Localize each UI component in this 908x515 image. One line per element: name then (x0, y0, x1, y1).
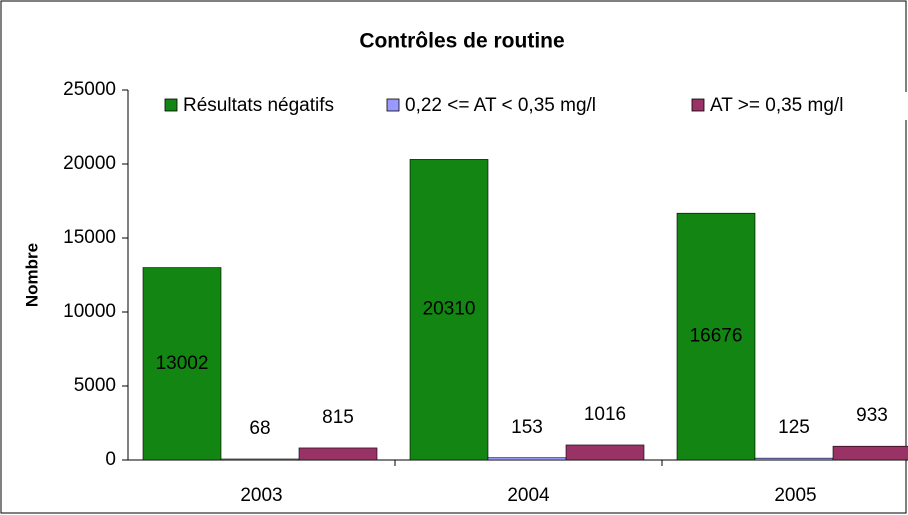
legend-swatch (386, 98, 400, 112)
y-tick-label: 15000 (63, 227, 116, 248)
data-label: 815 (322, 407, 354, 428)
bar (832, 445, 908, 461)
bar (565, 444, 645, 461)
x-tick-label: 2005 (774, 485, 816, 506)
bar (142, 267, 222, 461)
legend-swatch (164, 98, 178, 112)
y-tick-label: 0 (105, 449, 116, 470)
bar (409, 159, 489, 461)
chart-title: Contrôles de routine (359, 30, 564, 53)
y-axis-label: Nombre (22, 243, 41, 307)
y-tick-label: 10000 (63, 301, 116, 322)
legend-label: Résultats négatifs (183, 95, 334, 116)
y-tick-label: 25000 (63, 79, 116, 100)
bar (754, 457, 834, 461)
data-label: 20310 (423, 299, 476, 320)
y-tick-label: 20000 (63, 153, 116, 174)
data-label: 68 (249, 418, 270, 439)
bar (676, 212, 756, 461)
data-label: 125 (778, 417, 810, 438)
x-tick-label: 2003 (240, 485, 282, 506)
legend-label: 0,22 <= AT < 0,35 mg/l (405, 95, 596, 116)
bar (487, 457, 567, 461)
bar (298, 447, 378, 461)
data-label: 13002 (156, 353, 209, 374)
data-label: 16676 (690, 326, 743, 347)
legend-swatch (691, 98, 705, 112)
data-label: 1016 (584, 404, 626, 425)
legend-label: AT >= 0,35 mg/l (710, 95, 843, 116)
y-tick-label: 5000 (74, 375, 116, 396)
x-tick-label: 2004 (507, 485, 550, 506)
legend-box (158, 92, 908, 120)
data-label: 153 (511, 417, 543, 438)
bar (220, 458, 300, 461)
data-label: 933 (856, 405, 888, 426)
